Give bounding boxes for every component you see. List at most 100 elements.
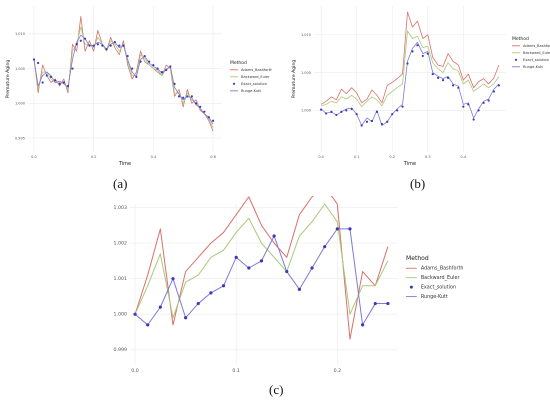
exact-solution-point — [350, 107, 353, 110]
y-tick-label: 1.003 — [113, 205, 127, 211]
exact-solution-point — [324, 112, 328, 115]
exact-solution-point — [158, 305, 162, 309]
chart-panel-a: 0.995 1.000 1.005 1.010 0.0 0.2 0.4 0.6 Time Prem… — [0, 0, 272, 172]
exact-solution-point — [45, 74, 48, 77]
exact-solution-point — [426, 52, 429, 55]
exact-solution-point — [131, 67, 134, 70]
exact-solution-point — [75, 43, 78, 46]
exact-solution-point — [330, 110, 333, 114]
exact-solution-point — [62, 81, 65, 84]
exact-solution-point — [380, 122, 384, 126]
chart-c-svg: 0.9991.0001.0011.0021.0030.00.10.2TimePr… — [113, 196, 463, 376]
exact-solution-point — [148, 60, 151, 63]
x-axis-label: Time — [403, 161, 416, 167]
x-tick-label: 0.0 — [131, 368, 139, 374]
exact-solution-point — [139, 60, 142, 63]
exact-solution-point — [152, 63, 155, 67]
exact-solution-point — [133, 312, 137, 316]
exact-solution-point — [196, 301, 200, 306]
exact-solution-point — [165, 68, 168, 72]
series-line-runge-kutt — [33, 34, 214, 125]
x-tick-label: 0.4 — [461, 155, 467, 159]
exact-solution-point — [186, 95, 189, 98]
y-tick-label: 1.000 — [113, 311, 127, 317]
exact-solution-point — [92, 44, 95, 47]
legend-entry-label: Backward_Euler — [421, 275, 460, 281]
y-tick-label: 1.000 — [301, 109, 311, 113]
exact-solution-point — [401, 105, 404, 108]
chart-a-svg: 0.995 1.000 1.005 1.010 0.0 0.2 0.4 0.6 Time Prem… — [5, 6, 272, 167]
exact-solution-point — [416, 44, 419, 47]
exact-solution-point — [492, 90, 496, 93]
exact-solution-point — [391, 113, 394, 116]
exact-solution-point — [171, 277, 175, 281]
y-axis-label: Premature Aging — [5, 60, 11, 99]
exact-solution-point — [451, 84, 455, 87]
exact-solution-point — [386, 120, 389, 123]
exact-solution-point — [335, 227, 339, 231]
legend-entry-label: Backward_Euler — [241, 75, 270, 79]
exact-solution-point — [411, 50, 414, 53]
exact-solution-point — [156, 67, 159, 70]
exact-solution-point — [173, 82, 176, 85]
x-tick-label: 0.4 — [151, 155, 157, 159]
y-tick-label: 1.005 — [301, 71, 311, 75]
exact-solution-point — [345, 109, 348, 112]
series-line-backward_euler — [134, 203, 389, 319]
exact-solution-point — [467, 103, 470, 106]
exact-solution-point — [113, 41, 116, 44]
exact-solution-point — [209, 291, 213, 295]
x-tick-label: 0.0 — [31, 155, 37, 159]
legend: Method Adams_Bashforth Backward_Euler Exact… — [512, 36, 550, 69]
exact-solution-point — [421, 54, 424, 58]
exact-solution-point — [160, 70, 164, 74]
chart-panel-c: 0.9991.0001.0011.0021.0030.00.10.2TimePr… — [108, 196, 550, 376]
exact-solution-point — [370, 119, 374, 123]
exact-solution-point — [375, 110, 379, 114]
exact-solution-point — [386, 301, 390, 306]
legend-swatch-point — [232, 82, 236, 85]
y-tick-label: 1.010 — [301, 33, 311, 37]
exact-solution-point — [41, 81, 44, 84]
exact-solution-point — [477, 109, 480, 112]
exact-solution-point — [247, 266, 251, 270]
caption-b: (b) — [410, 176, 426, 191]
legend-entry-label: Backward_Euler — [523, 51, 550, 55]
y-tick-label: 1.010 — [15, 32, 25, 36]
legend-entry-label: Exact_solution — [241, 82, 267, 86]
chart-b-svg: 1.000 1.005 1.010 0.0 0.1 0.2 0.3 0.4 Time Premat… — [291, 6, 550, 167]
exact-solution-point — [199, 105, 202, 108]
legend-entry-label: Exact_solution — [421, 284, 456, 290]
chart-panel-b: 1.000 1.005 1.010 0.0 0.1 0.2 0.3 0.4 Time Premat… — [284, 0, 550, 172]
x-tick-label: 0.1 — [354, 155, 360, 159]
exact-solution-point — [49, 75, 53, 79]
legend-title: Method — [512, 36, 529, 42]
gridlines — [314, 6, 506, 152]
exact-solution-point — [143, 54, 146, 58]
exact-solution-point — [146, 323, 150, 327]
exact-solution-point — [190, 95, 193, 98]
exact-solution-point — [360, 124, 363, 127]
exact-solution-point — [54, 79, 57, 82]
exact-solution-point — [436, 76, 440, 79]
exact-solution-point — [203, 110, 206, 113]
exact-solution-point — [58, 82, 61, 85]
exact-solution-point — [355, 113, 358, 116]
x-tick-label: 0.2 — [389, 155, 395, 159]
exact-solution-point — [297, 287, 301, 291]
caption-a: (a) — [113, 176, 128, 191]
exact-solution-point — [259, 259, 264, 263]
series-line-backward_euler — [320, 30, 500, 108]
exact-solution-point — [446, 76, 450, 79]
series-line-adams_bashforth — [320, 11, 500, 105]
x-tick-label: 0.1 — [232, 368, 240, 374]
exact-solution-point — [184, 316, 188, 320]
y-axis-label: Premature Aging — [291, 60, 297, 99]
exact-solution-point — [194, 102, 198, 105]
y-tick-label: 0.995 — [15, 136, 25, 140]
exact-solution-point — [441, 79, 445, 82]
exact-solution-point — [335, 113, 338, 117]
legend-title: Method — [230, 60, 247, 66]
exact-solution-point — [462, 105, 465, 108]
exact-solution-point — [340, 110, 343, 114]
